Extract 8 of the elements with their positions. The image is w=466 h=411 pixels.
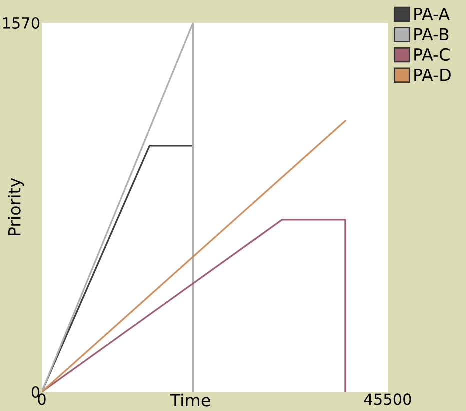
legend-label: PA-A: [414, 8, 450, 20]
x-axis-title: Time: [170, 394, 210, 407]
legend-label: PA-D: [414, 68, 451, 82]
y-axis-title: Priority: [8, 178, 24, 236]
y-tick-label: 1570: [3, 17, 40, 30]
x-tick-label: 45500: [364, 394, 412, 406]
legend-label: PA-B: [414, 28, 449, 40]
legend-label: PA-C: [414, 48, 450, 62]
